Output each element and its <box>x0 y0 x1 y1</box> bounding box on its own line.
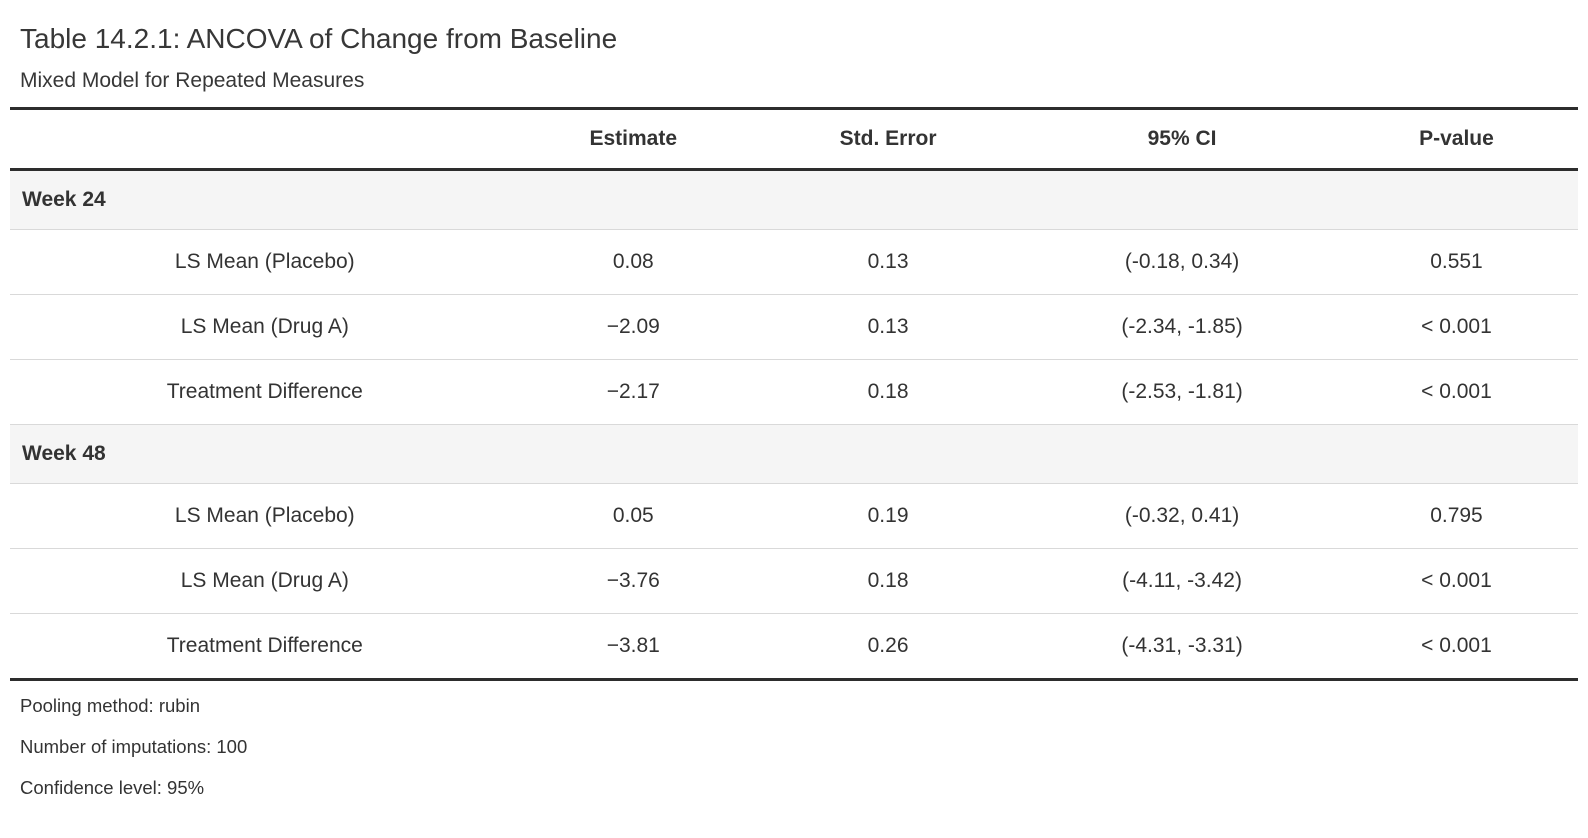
report-container: Table 14.2.1: ANCOVA of Change from Base… <box>10 23 1578 800</box>
cell-p-value: 0.551 <box>1334 228 1578 295</box>
cell-estimate: −3.76 <box>519 547 747 614</box>
group-label: Week 48 <box>10 423 1578 484</box>
footnotes: Pooling method: rubin Number of imputati… <box>10 681 1578 800</box>
cell-estimate: −3.81 <box>519 612 747 681</box>
cell-ci: (-0.18, 0.34) <box>1029 228 1335 295</box>
cell-std-error: 0.18 <box>746 547 1030 614</box>
footnote-pooling-method: Pooling method: rubin <box>20 694 200 716</box>
column-header-ci: 95% CI <box>1029 106 1335 171</box>
column-header-p-value: P-value <box>1334 106 1578 171</box>
cell-estimate: −2.17 <box>519 358 747 425</box>
footnote-confidence-level: Confidence level: 95% <box>20 777 205 799</box>
cell-ci: (-0.32, 0.41) <box>1029 482 1335 549</box>
footnote-imputations: Number of imputations: 100 <box>20 735 248 757</box>
cell-p-value: < 0.001 <box>1334 547 1578 614</box>
table-row: LS Mean (Placebo) 0.08 0.13 (-0.18, 0.34… <box>10 228 1578 295</box>
ancova-table: Estimate Std. Error 95% CI P-value Week … <box>10 106 1578 681</box>
cell-std-error: 0.19 <box>746 482 1030 549</box>
row-label: LS Mean (Placebo) <box>10 228 520 295</box>
row-label: LS Mean (Drug A) <box>10 547 520 614</box>
table-row: LS Mean (Placebo) 0.05 0.19 (-0.32, 0.41… <box>10 482 1578 549</box>
cell-estimate: −2.09 <box>519 293 747 360</box>
cell-std-error: 0.13 <box>746 293 1030 360</box>
cell-std-error: 0.18 <box>746 358 1030 425</box>
cell-p-value: < 0.001 <box>1334 612 1578 681</box>
table-row: LS Mean (Drug A) −3.76 0.18 (-4.11, -3.4… <box>10 547 1578 614</box>
column-header-std-error: Std. Error <box>746 106 1030 171</box>
cell-std-error: 0.26 <box>746 612 1030 681</box>
table-subtitle: Mixed Model for Repeated Measures <box>20 68 365 92</box>
cell-ci: (-2.34, -1.85) <box>1029 293 1335 360</box>
table-row: Treatment Difference −3.81 0.26 (-4.31, … <box>10 612 1578 681</box>
row-label: Treatment Difference <box>10 358 520 425</box>
group-row-week-48: Week 48 <box>10 423 1578 484</box>
cell-ci: (-2.53, -1.81) <box>1029 358 1335 425</box>
stub-header <box>10 106 520 171</box>
cell-estimate: 0.08 <box>519 228 747 295</box>
column-header-estimate: Estimate <box>519 106 747 171</box>
row-label: LS Mean (Drug A) <box>10 293 520 360</box>
cell-p-value: < 0.001 <box>1334 293 1578 360</box>
row-label: Treatment Difference <box>10 612 520 681</box>
cell-std-error: 0.13 <box>746 228 1030 295</box>
group-label: Week 24 <box>10 168 1578 230</box>
table-title: Table 14.2.1: ANCOVA of Change from Base… <box>20 23 618 54</box>
cell-ci: (-4.31, -3.31) <box>1029 612 1335 681</box>
group-row-week-24: Week 24 <box>10 168 1578 230</box>
cell-p-value: 0.795 <box>1334 482 1578 549</box>
header-row: Estimate Std. Error 95% CI P-value <box>10 106 1578 171</box>
table-row: LS Mean (Drug A) −2.09 0.13 (-2.34, -1.8… <box>10 293 1578 360</box>
row-label: LS Mean (Placebo) <box>10 482 520 549</box>
cell-estimate: 0.05 <box>519 482 747 549</box>
table-row: Treatment Difference −2.17 0.18 (-2.53, … <box>10 358 1578 425</box>
cell-ci: (-4.11, -3.42) <box>1029 547 1335 614</box>
cell-p-value: < 0.001 <box>1334 358 1578 425</box>
